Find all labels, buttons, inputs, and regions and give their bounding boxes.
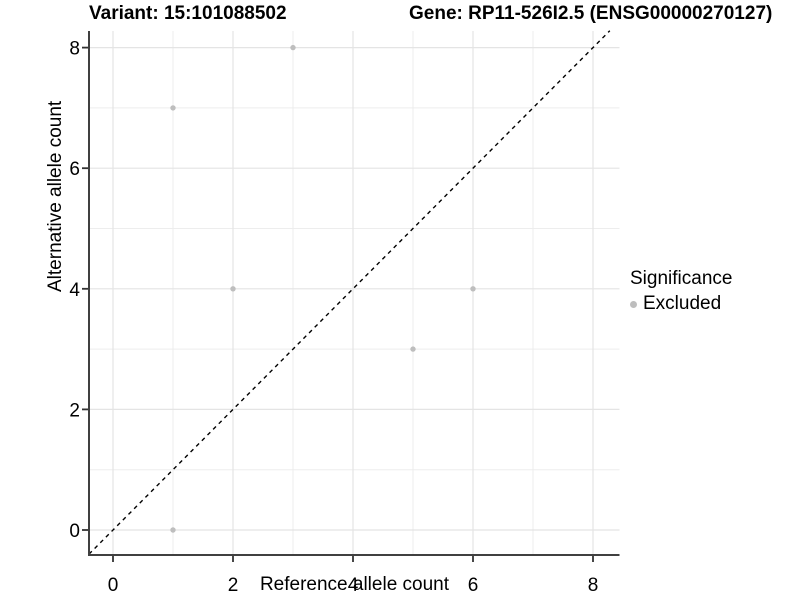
data-point [230,286,236,292]
data-point [470,286,476,292]
legend-item-excluded: Excluded [630,293,732,315]
x-tick-label: 8 [588,575,599,596]
data-point [170,527,176,533]
x-tick-label: 0 [108,575,119,596]
legend-point-swatch [630,300,637,308]
legend-item-label: Excluded [643,293,722,314]
legend: Significance Excluded [630,268,732,315]
y-tick-label: 2 [69,400,80,421]
data-point [290,44,296,51]
y-tick-label: 0 [69,521,80,542]
plot-title-variant: Variant: 15:101088502 [89,3,287,24]
y-tick-label: 4 [69,280,80,301]
x-tick-label: 6 [468,575,479,596]
data-point [410,346,416,352]
data-point [170,105,176,111]
x-tick-label: 2 [228,575,239,596]
y-tick-label: 6 [69,159,80,180]
legend-title: Significance [630,268,733,289]
y-tick-label: 8 [69,39,80,60]
plot-title-gene: Gene: RP11-526I2.5 (ENSG00000270127) [409,3,773,24]
x-axis-title: Reference allele count [259,574,450,595]
x-tick-label: 4 [348,575,359,596]
identity-line [88,30,611,555]
